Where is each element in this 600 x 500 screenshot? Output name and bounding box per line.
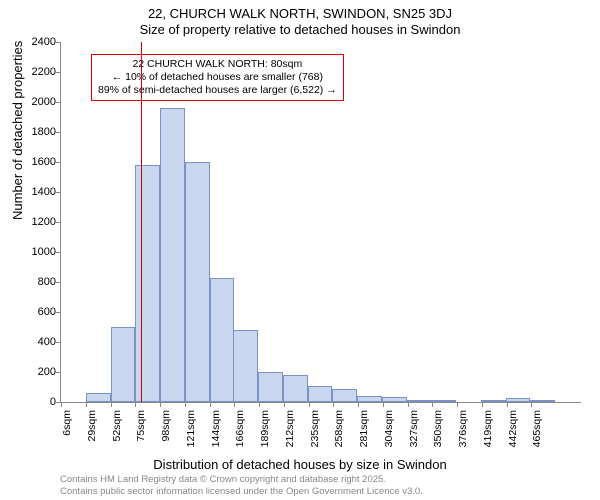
x-tick-mark xyxy=(432,402,433,407)
x-tick-label: 29sqm xyxy=(86,410,98,442)
x-tick-label: 212sqm xyxy=(284,410,296,447)
title-line-1: 22, CHURCH WALK NORTH, SWINDON, SN25 3DJ xyxy=(0,6,600,21)
y-tick-label: 2400 xyxy=(16,36,56,48)
y-tick-label: 1000 xyxy=(16,246,56,258)
histogram-bar xyxy=(407,400,432,402)
y-tick-mark xyxy=(56,72,61,73)
y-tick-label: 0 xyxy=(16,396,56,408)
chart-container: 22, CHURCH WALK NORTH, SWINDON, SN25 3DJ… xyxy=(0,0,600,500)
x-tick-label: 166sqm xyxy=(234,410,246,447)
histogram-bar xyxy=(431,400,456,402)
y-tick-label: 800 xyxy=(16,276,56,288)
histogram-bar xyxy=(332,389,357,403)
histogram-bar xyxy=(111,327,136,402)
x-tick-mark xyxy=(259,402,260,407)
histogram-bar xyxy=(185,162,210,402)
x-tick-mark xyxy=(234,402,235,407)
y-tick-mark xyxy=(56,282,61,283)
x-tick-label: 465sqm xyxy=(531,410,543,447)
x-tick-label: 52sqm xyxy=(111,410,123,442)
x-tick-mark xyxy=(86,402,87,407)
title-line-2: Size of property relative to detached ho… xyxy=(0,22,600,37)
histogram-bar xyxy=(210,278,235,403)
y-tick-mark xyxy=(56,132,61,133)
histogram-bar xyxy=(308,386,333,403)
x-tick-label: 121sqm xyxy=(185,410,197,447)
x-tick-label: 442sqm xyxy=(507,410,519,447)
y-tick-label: 400 xyxy=(16,336,56,348)
x-tick-mark xyxy=(61,402,62,407)
x-tick-label: 281sqm xyxy=(358,410,370,447)
y-tick-mark xyxy=(56,252,61,253)
y-tick-mark xyxy=(56,162,61,163)
y-tick-label: 1600 xyxy=(16,156,56,168)
x-tick-mark xyxy=(210,402,211,407)
x-tick-label: 75sqm xyxy=(135,410,147,442)
x-tick-mark xyxy=(482,402,483,407)
y-tick-mark xyxy=(56,102,61,103)
x-tick-label: 376sqm xyxy=(457,410,469,447)
annotation-box: 22 CHURCH WALK NORTH: 80sqm ← 10% of det… xyxy=(91,54,344,101)
y-tick-label: 1800 xyxy=(16,126,56,138)
histogram-bar xyxy=(86,393,111,402)
y-tick-label: 600 xyxy=(16,306,56,318)
x-tick-label: 6sqm xyxy=(61,410,73,436)
y-tick-label: 2200 xyxy=(16,66,56,78)
x-axis-label: Distribution of detached houses by size … xyxy=(0,457,600,472)
x-tick-mark xyxy=(531,402,532,407)
histogram-bar xyxy=(506,398,531,402)
x-tick-label: 350sqm xyxy=(432,410,444,447)
x-tick-label: 189sqm xyxy=(259,410,271,447)
x-tick-label: 304sqm xyxy=(383,410,395,447)
x-tick-mark xyxy=(284,402,285,407)
x-tick-mark xyxy=(507,402,508,407)
y-tick-label: 1400 xyxy=(16,186,56,198)
y-tick-label: 2000 xyxy=(16,96,56,108)
histogram-bar xyxy=(530,400,555,402)
annotation-line-1: 22 CHURCH WALK NORTH: 80sqm xyxy=(98,58,337,71)
histogram-bar xyxy=(283,375,308,402)
x-tick-mark xyxy=(383,402,384,407)
y-tick-label: 200 xyxy=(16,366,56,378)
histogram-bar xyxy=(481,400,506,402)
x-tick-label: 235sqm xyxy=(309,410,321,447)
histogram-bar xyxy=(233,330,258,402)
x-tick-mark xyxy=(358,402,359,407)
x-tick-mark xyxy=(185,402,186,407)
footer-line-1: Contains HM Land Registry data © Crown c… xyxy=(60,474,423,485)
x-tick-mark xyxy=(111,402,112,407)
y-tick-mark xyxy=(56,42,61,43)
x-tick-label: 419sqm xyxy=(482,410,494,447)
x-tick-mark xyxy=(309,402,310,407)
x-tick-mark xyxy=(457,402,458,407)
histogram-bar xyxy=(357,396,382,402)
reference-line xyxy=(141,42,142,402)
y-tick-mark xyxy=(56,222,61,223)
histogram-bar xyxy=(258,372,283,402)
footer-line-2: Contains public sector information licen… xyxy=(60,486,423,497)
y-tick-mark xyxy=(56,312,61,313)
histogram-bar xyxy=(382,397,407,402)
footer-attribution: Contains HM Land Registry data © Crown c… xyxy=(60,474,423,497)
x-tick-label: 258sqm xyxy=(333,410,345,447)
histogram-bar xyxy=(135,165,160,402)
y-tick-label: 1200 xyxy=(16,216,56,228)
annotation-line-2: ← 10% of detached houses are smaller (76… xyxy=(98,71,337,84)
y-tick-mark xyxy=(56,342,61,343)
y-tick-mark xyxy=(56,192,61,193)
y-tick-mark xyxy=(56,372,61,373)
x-tick-mark xyxy=(408,402,409,407)
x-tick-mark xyxy=(135,402,136,407)
x-tick-mark xyxy=(160,402,161,407)
x-tick-mark xyxy=(333,402,334,407)
x-tick-label: 98sqm xyxy=(160,410,172,442)
plot-area: 22 CHURCH WALK NORTH: 80sqm ← 10% of det… xyxy=(60,42,581,403)
annotation-line-3: 89% of semi-detached houses are larger (… xyxy=(98,84,337,97)
histogram-bar xyxy=(160,108,185,402)
x-tick-label: 144sqm xyxy=(210,410,222,447)
x-tick-label: 327sqm xyxy=(408,410,420,447)
